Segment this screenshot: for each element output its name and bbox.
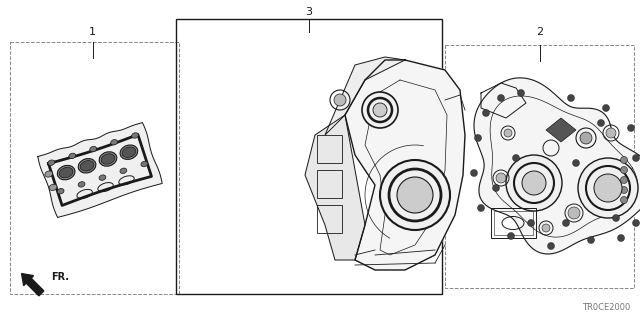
Circle shape <box>598 119 605 126</box>
Polygon shape <box>38 123 162 217</box>
Circle shape <box>621 156 627 164</box>
Circle shape <box>547 243 554 250</box>
Bar <box>317 205 342 233</box>
FancyArrow shape <box>22 274 44 296</box>
Circle shape <box>580 132 592 144</box>
Bar <box>10 42 179 294</box>
Circle shape <box>632 220 639 227</box>
Circle shape <box>527 220 534 227</box>
Circle shape <box>621 196 627 204</box>
Ellipse shape <box>99 152 117 166</box>
Ellipse shape <box>101 154 115 164</box>
Ellipse shape <box>78 159 96 173</box>
Bar <box>491 208 536 238</box>
Polygon shape <box>345 60 465 270</box>
Circle shape <box>618 235 625 242</box>
Ellipse shape <box>90 146 97 152</box>
Circle shape <box>474 134 481 141</box>
Bar <box>317 135 342 163</box>
Ellipse shape <box>111 140 118 145</box>
Text: 1: 1 <box>90 27 96 37</box>
Circle shape <box>542 224 550 232</box>
Circle shape <box>632 155 639 162</box>
Circle shape <box>627 124 634 132</box>
Circle shape <box>518 90 525 97</box>
Circle shape <box>493 185 499 191</box>
Circle shape <box>483 109 490 116</box>
Polygon shape <box>474 78 640 254</box>
Circle shape <box>470 170 477 177</box>
Bar <box>494 211 533 235</box>
Ellipse shape <box>78 182 85 187</box>
Ellipse shape <box>120 168 127 173</box>
Circle shape <box>563 220 570 227</box>
Circle shape <box>373 103 387 117</box>
Bar <box>445 45 634 288</box>
Circle shape <box>573 159 579 166</box>
Ellipse shape <box>141 161 148 167</box>
Circle shape <box>606 128 616 138</box>
Ellipse shape <box>69 153 76 159</box>
Bar <box>317 170 342 198</box>
Ellipse shape <box>80 161 94 171</box>
Circle shape <box>506 155 562 211</box>
Circle shape <box>504 129 512 137</box>
Ellipse shape <box>45 171 52 177</box>
Circle shape <box>380 160 450 230</box>
Circle shape <box>578 158 638 218</box>
Ellipse shape <box>48 160 55 165</box>
Circle shape <box>594 174 622 202</box>
Circle shape <box>397 177 433 213</box>
Text: FR.: FR. <box>51 272 69 282</box>
Bar <box>176 19 442 294</box>
Circle shape <box>621 187 627 194</box>
Circle shape <box>568 94 575 101</box>
Ellipse shape <box>58 165 75 180</box>
Ellipse shape <box>120 145 138 159</box>
Circle shape <box>522 171 546 195</box>
Circle shape <box>508 233 515 239</box>
Circle shape <box>621 166 627 173</box>
Text: 2: 2 <box>536 27 543 37</box>
Circle shape <box>513 155 520 162</box>
Circle shape <box>334 94 346 106</box>
Ellipse shape <box>99 175 106 180</box>
Circle shape <box>612 214 620 221</box>
Ellipse shape <box>132 133 138 138</box>
Circle shape <box>568 207 580 219</box>
Ellipse shape <box>60 167 73 178</box>
Circle shape <box>588 236 595 244</box>
Circle shape <box>497 94 504 101</box>
Circle shape <box>621 177 627 183</box>
Circle shape <box>602 105 609 111</box>
Ellipse shape <box>57 188 64 194</box>
Ellipse shape <box>122 147 136 157</box>
Circle shape <box>477 204 484 212</box>
Text: 3: 3 <box>306 7 312 17</box>
Polygon shape <box>546 118 576 142</box>
Ellipse shape <box>49 184 57 190</box>
Circle shape <box>496 173 506 183</box>
Polygon shape <box>305 115 365 260</box>
Polygon shape <box>325 57 405 135</box>
Circle shape <box>362 92 398 128</box>
Text: TR0CE2000: TR0CE2000 <box>582 303 630 312</box>
